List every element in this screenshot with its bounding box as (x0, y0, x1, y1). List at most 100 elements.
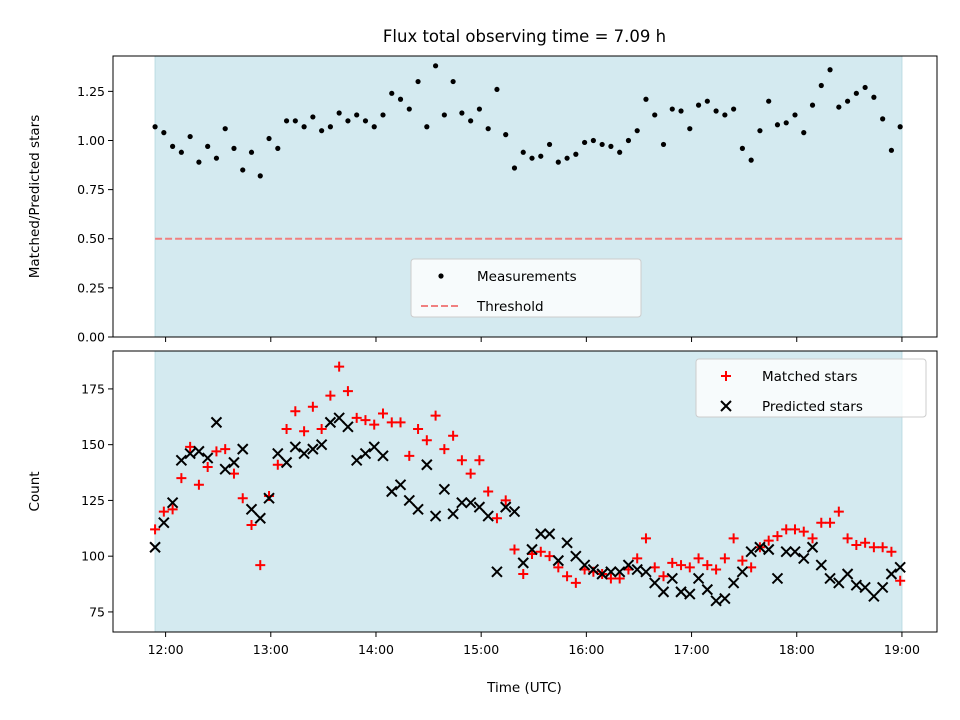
measurement-point (354, 112, 360, 118)
predicted-stars-point (640, 566, 652, 578)
measurement-point (292, 118, 298, 124)
matched-stars-point (220, 444, 231, 455)
measurement-point (222, 126, 228, 132)
measurement-point (643, 96, 649, 102)
predicted-stars-point (201, 452, 214, 464)
predicted-stars-point (403, 494, 415, 507)
matched-stars-point (360, 415, 371, 426)
measurement-point (634, 128, 640, 134)
measurement-point (196, 159, 202, 165)
matched-stars-point (430, 410, 441, 421)
predicted-stars-point (272, 447, 284, 460)
y-axis-label: Matched/Predicted stars (27, 115, 43, 278)
matched-stars-point (772, 531, 783, 542)
measurement-point (687, 126, 693, 132)
matched-stars-point (553, 562, 564, 573)
predicted-stars-point (631, 563, 643, 576)
matched-stars-point (299, 426, 310, 437)
measurement-point (397, 96, 404, 102)
x-tick-label: 12:00 (148, 642, 184, 657)
predicted-stars-point (412, 503, 424, 516)
measurement-point (617, 149, 623, 155)
measurement-point (319, 128, 325, 134)
measurement-point (415, 78, 421, 85)
measurement-point (170, 143, 176, 149)
x-tick-label: 13:00 (253, 642, 289, 657)
measurement-point (152, 124, 158, 130)
series-matched-stars (150, 362, 906, 588)
legend-frame (695, 358, 927, 418)
measurement-point (538, 153, 544, 159)
measurement-point (897, 124, 903, 130)
matched-stars-point (439, 444, 450, 455)
measurement-point (757, 128, 763, 134)
measurement-point (704, 98, 710, 104)
measurement-point (266, 135, 272, 142)
matched-stars-point (509, 544, 520, 555)
matched-stars-point (465, 468, 476, 479)
matched-stars-point (395, 417, 406, 428)
matched-stars-point (158, 506, 169, 517)
series-predicted-stars (150, 413, 906, 607)
matched-stars-point (421, 435, 432, 446)
predicted-stars-point (868, 590, 880, 603)
measurement-point (792, 112, 798, 118)
matched-stars-point (176, 473, 187, 484)
measurement-point (564, 155, 570, 161)
predicted-stars-point (166, 496, 179, 509)
measurement-point (494, 86, 500, 93)
measurement-point (880, 116, 886, 122)
predicted-stars-point (710, 595, 722, 607)
measurement-point (529, 155, 535, 161)
measurement-point (380, 112, 386, 118)
predicted-stars-point (386, 485, 398, 498)
measurement-point (389, 90, 395, 96)
predicted-stars-point (885, 568, 898, 580)
predicted-stars-point (622, 559, 635, 571)
measurement-point (660, 141, 667, 148)
matched-stars-point (518, 569, 529, 580)
measurement-point (836, 104, 842, 110)
matched-stars-point (614, 573, 625, 584)
measurement-point (590, 137, 596, 144)
predicted-stars-point (605, 566, 617, 578)
measurement-point (748, 157, 754, 163)
measurement-point (459, 110, 465, 116)
predicted-stars-point (307, 443, 319, 455)
measurement-point (722, 112, 728, 118)
predicted-stars-point (727, 577, 740, 589)
axes-frame (112, 350, 938, 633)
predicted-stars-point (535, 528, 547, 540)
measurement-point (213, 155, 220, 161)
matched-stars-point (150, 524, 161, 535)
measurement-point (862, 84, 868, 91)
predicted-stars-point (482, 510, 494, 522)
predicted-stars-point (438, 483, 451, 495)
predicted-stars-point (833, 577, 845, 589)
predicted-stars-point (526, 543, 538, 556)
legend-frame (410, 258, 642, 318)
matched-stars-point (369, 419, 380, 430)
matched-stars-point (570, 577, 581, 588)
predicted-stars-point (315, 438, 328, 451)
matched-stars-point (246, 519, 257, 530)
x-tick-label: 19:00 (884, 642, 920, 657)
matched-stars-point (825, 517, 836, 528)
measurement-point (766, 98, 772, 104)
measurement-point (485, 126, 491, 132)
matched-stars-point (807, 533, 818, 544)
measurement-point (511, 165, 518, 171)
measurement-point (406, 106, 412, 112)
ratio-panel: 0.00 0.25 0.50 0.75 1.00 1.25 Matched/Predicte… (27, 55, 938, 345)
measurement-point (774, 122, 781, 128)
measurement-point (844, 98, 851, 104)
measurement-point (783, 120, 789, 126)
matched-stars-point (386, 417, 397, 428)
matched-stars-point (237, 493, 248, 504)
predicted-stars-point (464, 496, 477, 509)
predicted-stars-point (447, 508, 459, 520)
matched-stars-point (868, 542, 879, 553)
predicted-stars-point (841, 568, 854, 580)
matched-stars-point (193, 479, 204, 490)
measurement-point (371, 124, 377, 130)
